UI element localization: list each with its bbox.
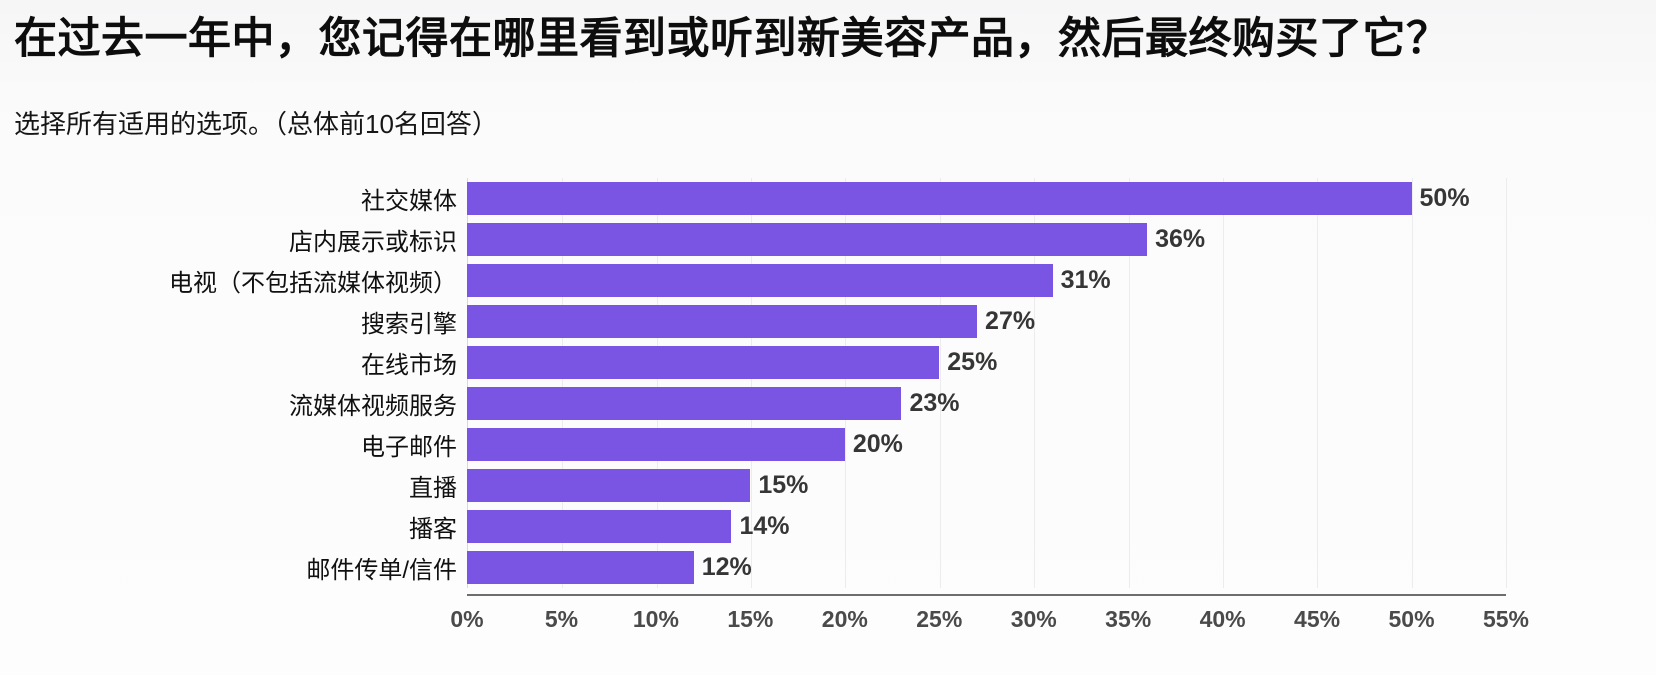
x-tick-label: 30%: [1010, 605, 1057, 632]
bar: [467, 304, 978, 338]
x-tick-label: 10%: [632, 605, 679, 632]
bar-row: 邮件传单/信件 12%: [0, 547, 1506, 588]
bar-row: 直播 15%: [0, 465, 1506, 506]
x-tick-label: 5%: [544, 605, 579, 632]
value-label: 31%: [1060, 265, 1111, 294]
x-tick-label: 15%: [727, 605, 774, 632]
x-tick-label: 25%: [916, 605, 963, 632]
bar-track: 23%: [467, 386, 1506, 420]
bar: [467, 181, 1412, 215]
x-axis: 0% 5% 10% 15% 20% 25% 30% 35% 40% 45% 50% 55%: [450, 593, 1529, 638]
x-tick-label: 20%: [821, 605, 868, 632]
bar: [467, 222, 1148, 256]
category-label: 社交媒体: [361, 187, 457, 215]
bar: [467, 509, 732, 543]
bar-track: 36%: [467, 222, 1506, 256]
value-label: 36%: [1155, 224, 1206, 253]
horizontal-bar-chart: 社交媒体 50% 店内展示或标识 36% 电视（不包括流媒体视频） 31% 搜索引擎 27% 在…: [0, 177, 1656, 638]
category-label: 店内展示或标识: [289, 228, 457, 256]
value-label: 50%: [1419, 183, 1470, 212]
x-tick-label: 35%: [1105, 605, 1152, 632]
value-label: 23%: [909, 388, 960, 417]
bar: [467, 386, 902, 420]
category-label: 邮件传单/信件: [306, 556, 457, 584]
x-tick-label: 45%: [1294, 605, 1341, 632]
bar-row: 店内展示或标识 36%: [0, 219, 1506, 260]
value-label: 12%: [701, 552, 752, 581]
bar-row: 搜索引擎 27%: [0, 301, 1506, 342]
bar-row: 在线市场 25%: [0, 342, 1506, 383]
bar-row: 社交媒体 50%: [0, 178, 1506, 219]
bar-track: 50%: [467, 181, 1506, 215]
gridline: [1506, 177, 1507, 588]
value-label: 14%: [739, 511, 790, 540]
bar: [467, 468, 751, 502]
bar-track: 31%: [467, 263, 1506, 297]
bar-row: 流媒体视频服务 23%: [0, 383, 1506, 424]
plot-area: 社交媒体 50% 店内展示或标识 36% 电视（不包括流媒体视频） 31% 搜索引擎 27% 在…: [0, 177, 1507, 588]
category-label: 电视（不包括流媒体视频）: [169, 269, 457, 297]
chart-title: 在过去一年中，您记得在哪里看到或听到新美容产品，然后最终购买了它？: [14, 15, 1450, 63]
x-tick-label: 0%: [450, 605, 484, 632]
x-tick-label: 40%: [1199, 605, 1246, 632]
bar: [467, 263, 1053, 297]
bar-row: 电子邮件 20%: [0, 424, 1506, 465]
category-label: 电子邮件: [361, 433, 457, 461]
bar: [467, 427, 845, 461]
bar-track: 15%: [467, 468, 1506, 502]
category-label: 播客: [409, 515, 457, 543]
chart-subtitle: 选择所有适用的选项。（总体前10名回答）: [14, 108, 498, 139]
value-label: 20%: [852, 429, 903, 458]
bar-row: 播客 14%: [0, 506, 1506, 547]
category-label: 在线市场: [361, 351, 457, 379]
bar-track: 14%: [467, 509, 1506, 543]
value-label: 25%: [947, 347, 998, 376]
chart-header: 在过去一年中，您记得在哪里看到或听到新美容产品，然后最终购买了它？ 选择所有适用…: [0, 0, 1656, 142]
value-label: 15%: [758, 470, 809, 499]
bar-track: 12%: [467, 550, 1506, 584]
bar-track: 27%: [467, 304, 1506, 338]
bar: [467, 345, 940, 379]
x-tick-label: 50%: [1388, 605, 1435, 632]
bar-row: 电视（不包括流媒体视频） 31%: [0, 260, 1506, 301]
category-label: 搜索引擎: [361, 310, 457, 338]
bar: [467, 550, 694, 584]
x-tick-label: 55%: [1482, 605, 1530, 632]
bar-track: 25%: [467, 345, 1506, 379]
bar-track: 20%: [467, 427, 1506, 461]
bar-rows: 社交媒体 50% 店内展示或标识 36% 电视（不包括流媒体视频） 31% 搜索引擎 27% 在…: [0, 178, 1506, 588]
category-label: 流媒体视频服务: [289, 392, 457, 420]
category-label: 直播: [409, 474, 457, 502]
value-label: 27%: [985, 306, 1036, 335]
